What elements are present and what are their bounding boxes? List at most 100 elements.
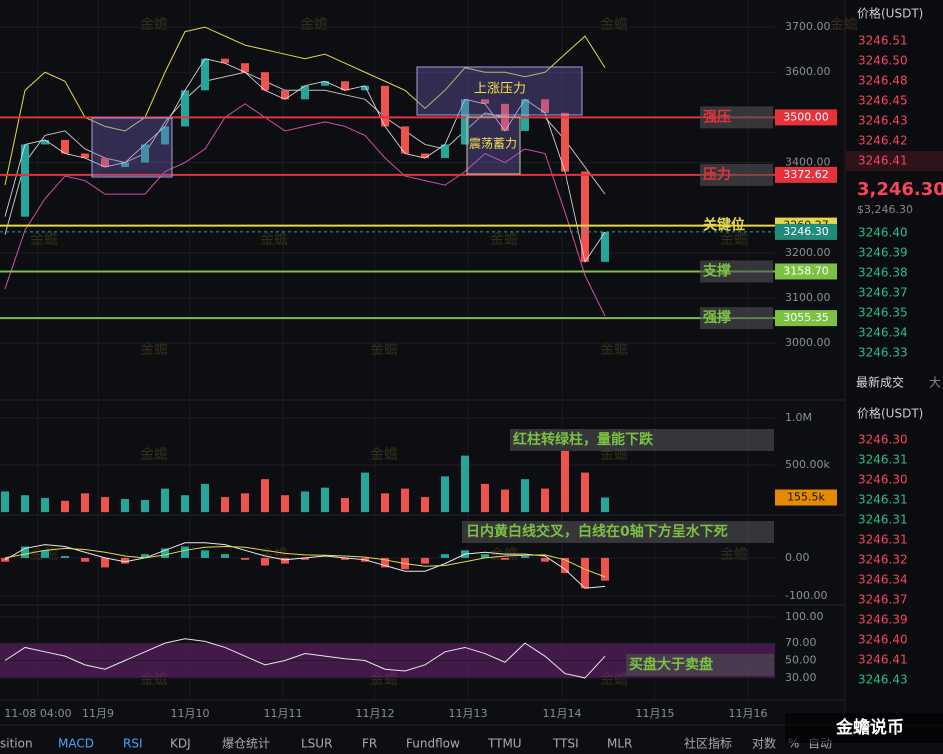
watermark: 金蟾 — [600, 342, 628, 358]
volume-bar — [41, 498, 49, 513]
candle — [121, 162, 129, 168]
watermark: 金蟾 — [600, 17, 628, 33]
current-tag — [775, 223, 837, 240]
orderbook-text: 3246.31 — [858, 453, 908, 467]
macd-bar — [41, 550, 49, 558]
candle — [181, 90, 189, 127]
orderbook-text: 3246.51 — [858, 34, 908, 48]
candle — [441, 144, 449, 159]
level-name-bg — [700, 307, 773, 330]
y-tick-label: 3000.00 — [785, 336, 831, 349]
candle — [101, 158, 109, 168]
toolbar-item[interactable]: KDJ — [170, 737, 191, 751]
brand-bg — [785, 713, 943, 743]
note-bg — [462, 521, 774, 543]
level-tag — [775, 310, 837, 327]
volume-tag — [775, 489, 837, 506]
volume-bar — [461, 455, 469, 513]
level-name-bg — [700, 106, 773, 129]
orderbook-text: 3246.31 — [858, 533, 908, 547]
level-value: 3158.70 — [783, 264, 829, 277]
toolbar-item[interactable]: 对数 — [752, 736, 776, 751]
toolbar-item[interactable]: MLR — [607, 737, 632, 751]
orderbook-text: 3246.38 — [858, 266, 908, 280]
volume-bar — [241, 493, 249, 513]
candle — [201, 58, 209, 91]
box — [91, 117, 173, 178]
macd-bar — [301, 557, 309, 560]
line — [4, 103, 606, 317]
y-tick-label: 500.00k — [785, 458, 830, 471]
orderbook-text: 3246.41 — [858, 653, 908, 667]
watermark: 金蟾 — [140, 17, 168, 33]
level-value: 3500.00 — [783, 110, 829, 123]
level-name-bg — [700, 163, 773, 186]
line — [4, 546, 606, 578]
orderbook-text: 最新成交 — [856, 375, 904, 390]
orderbook-text: 3246.39 — [858, 613, 908, 627]
volume-bar — [481, 483, 489, 513]
toolbar-item[interactable]: Fundflow — [406, 737, 460, 751]
macd-bar — [481, 554, 489, 558]
watermark: 金蟾 — [490, 547, 518, 563]
orderbook-text: 3246.35 — [858, 306, 908, 320]
watermark: 金蟾 — [140, 342, 168, 358]
volume-bar — [541, 488, 549, 513]
current-value: 3246.30 — [783, 225, 829, 238]
y-tick-label: -100.00 — [785, 589, 827, 602]
toolbar-item[interactable]: 爆仓统计 — [222, 737, 270, 751]
orderbook-text: 3246.40 — [858, 633, 908, 647]
volume-bar — [201, 483, 209, 513]
toolbar-item[interactable]: TTSI — [552, 737, 579, 751]
note: 买盘大于卖盘 — [629, 656, 713, 673]
orderbook-text: 3246.37 — [858, 593, 908, 607]
candle — [321, 81, 329, 86]
candle — [21, 144, 29, 217]
ask-highlight — [846, 151, 943, 171]
box-label: 上涨压力 — [474, 82, 526, 97]
candle — [341, 81, 349, 91]
toolbar-item[interactable]: RSI — [123, 737, 143, 751]
toolbar-item[interactable]: TTMU — [487, 737, 522, 751]
toolbar-item[interactable]: MACD — [58, 737, 94, 751]
candle — [301, 85, 309, 100]
candle — [541, 99, 549, 113]
toolbar-item[interactable]: sition — [0, 737, 33, 751]
volume-bar — [501, 489, 509, 513]
volume-bar — [141, 499, 149, 513]
toolbar-item[interactable]: FR — [362, 737, 377, 751]
macd-bar — [521, 556, 529, 558]
x-tick-label: 11月10 — [171, 707, 210, 720]
orderbook-text: 3246.34 — [858, 326, 908, 340]
watermark: 金蟾 — [370, 447, 398, 463]
volume-bar — [321, 487, 329, 513]
box-label: 震荡蓄力 — [469, 137, 517, 151]
candle — [161, 126, 169, 145]
note: 红柱转绿柱，量能下跌 — [513, 431, 654, 448]
watermark: 金蟾 — [140, 447, 168, 463]
volume-bar — [581, 472, 589, 513]
orderbook-text: 3246.31 — [858, 493, 908, 507]
candle — [401, 126, 409, 154]
toolbar-item[interactable]: LSUR — [301, 737, 332, 751]
watermark: 金蟾 — [30, 232, 58, 248]
y-tick-label: 1.0M — [785, 411, 812, 424]
candle — [261, 72, 269, 91]
volume-bar — [221, 497, 229, 513]
level-tag — [775, 109, 837, 126]
y-tick-label: 30.00 — [785, 671, 817, 684]
volume-bar — [441, 476, 449, 513]
toolbar-item[interactable]: % — [788, 737, 799, 751]
level-name: 强撑 — [703, 309, 731, 326]
macd-bar — [501, 557, 509, 560]
volume-bar — [101, 497, 109, 513]
candle — [41, 139, 49, 145]
orderbook-text: 3246.39 — [858, 246, 908, 260]
toolbar-item[interactable]: 社区指标 — [684, 736, 732, 751]
macd-bar — [581, 557, 589, 589]
macd-bar — [61, 556, 69, 558]
macd-bar — [21, 546, 29, 558]
y-tick-label: 3100.00 — [785, 291, 831, 304]
candle — [421, 153, 429, 159]
candle — [141, 144, 149, 163]
